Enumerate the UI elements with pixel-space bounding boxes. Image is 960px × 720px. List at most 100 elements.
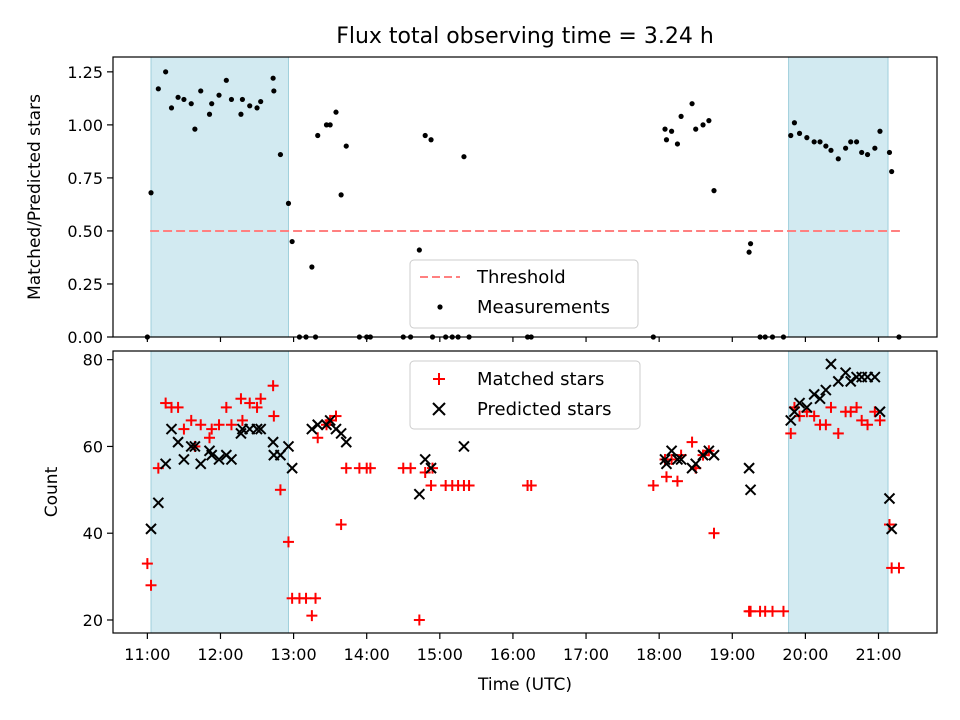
top-y-axis-label: Matched/Predicted stars [25, 94, 45, 300]
matched-star-point [195, 419, 207, 431]
matched-star-point [825, 401, 837, 413]
predicted-star-point [282, 440, 295, 453]
x-tick-label: 20:00 [782, 645, 828, 664]
predicted-star-point [225, 453, 238, 466]
measurement-point [811, 139, 817, 145]
matched-star-point [225, 419, 237, 431]
legend-measurements-icon [437, 304, 443, 310]
matched-star-point [282, 536, 294, 548]
chart-title: Flux total observing time = 3.24 h [336, 24, 714, 49]
measurement-point [877, 128, 883, 134]
measurement-point [706, 118, 712, 124]
measurement-point [663, 137, 670, 143]
predicted-star-point [172, 436, 184, 448]
predicted-star-point [267, 436, 279, 448]
matched-star-point [893, 562, 905, 574]
matched-star-point [235, 393, 247, 405]
measurement-point [216, 92, 222, 98]
measurement-point [711, 188, 717, 194]
predicted-star-point [845, 375, 857, 388]
measurement-point [289, 238, 295, 245]
matched-star-point [145, 579, 157, 591]
measurement-point [192, 126, 198, 132]
matched-star-point [141, 558, 153, 570]
x-tick-label: 15:00 [417, 645, 463, 664]
predicted-star-point [413, 488, 426, 500]
predicted-star-point [213, 453, 225, 466]
matched-star-point [869, 406, 881, 418]
legend-measurements-label: Measurements [477, 297, 610, 318]
matched-star-point [236, 414, 248, 426]
predicted-star-point [671, 453, 684, 466]
predicted-star-point [185, 440, 197, 453]
predicted-star-point [286, 462, 298, 474]
measurement-point [422, 132, 428, 139]
predicted-star-point [885, 523, 898, 535]
measurement-point [428, 137, 434, 143]
top-y-tick-label: 0.00 [67, 328, 103, 347]
predicted-star-point [340, 436, 352, 448]
shaded-interval-bottom-1 [788, 350, 889, 634]
matched-star-point [660, 471, 672, 483]
matched-star-point [708, 527, 720, 539]
matched-star-point [820, 419, 832, 431]
x-tick-label: 21:00 [855, 645, 901, 664]
bottom-y-axis-label: Count [42, 466, 62, 517]
predicted-star-point [744, 484, 757, 496]
matched-star-point [525, 479, 537, 491]
matched-star-point [785, 427, 797, 439]
matched-star-point [274, 484, 286, 496]
bottom-panel: 20 40 60 80 11:00 12:00 13:00 14:00 15:00 16:00 1… [42, 350, 938, 695]
x-tick-label: 13:00 [271, 645, 317, 664]
top-y-tick-label: 0.25 [67, 275, 103, 294]
matched-star-point [777, 605, 789, 617]
matched-star-point [364, 462, 376, 474]
predicted-star-point [814, 393, 826, 405]
matched-star-point [206, 423, 218, 435]
x-tick-label: 14:00 [344, 645, 390, 664]
predicted-star-point [425, 462, 437, 474]
measurement-point [746, 249, 752, 255]
matched-star-point [647, 479, 659, 491]
shaded-interval-bottom-0 [150, 350, 289, 634]
measurement-point [788, 132, 794, 139]
measurement-point [238, 111, 244, 117]
matched-star-point [419, 466, 431, 478]
predicted-star-point [324, 414, 336, 427]
predicted-star-point [808, 388, 820, 401]
predicted-star-point [205, 449, 218, 461]
measurement-point [223, 77, 229, 83]
predicted-star-point [312, 419, 324, 431]
bottom-y-tick-label: 20 [83, 611, 103, 630]
legend-matched-label: Matched stars [477, 369, 604, 390]
predicted-star-point [159, 458, 172, 470]
matched-star-point [845, 406, 857, 418]
matched-star-point [766, 605, 778, 617]
predicted-star-point [820, 384, 832, 396]
matched-star-point [425, 479, 437, 491]
matched-star-point [862, 419, 874, 431]
measurement-point [461, 154, 467, 160]
predicted-star-point [708, 449, 720, 461]
matched-star-point [883, 519, 895, 531]
x-tick-label: 18:00 [636, 645, 682, 664]
measurement-point [309, 264, 315, 270]
measurement-point [323, 122, 330, 128]
predicted-star-point [788, 406, 801, 418]
x-axis-label: Time (UTC) [477, 675, 572, 695]
matched-star-point [330, 410, 342, 422]
measurement-point [327, 122, 333, 128]
measurement-point [258, 98, 264, 105]
predicted-star-point [660, 458, 673, 470]
measurement-point [662, 126, 668, 132]
measurement-point [689, 101, 695, 107]
x-tick-label: 16:00 [490, 645, 536, 664]
predicted-star-point [839, 366, 852, 379]
bottom-legend: Matched stars Predicted stars [409, 360, 641, 430]
matched-star-point [213, 419, 225, 431]
matched-star-point [160, 397, 172, 409]
matched-star-point [178, 423, 190, 435]
measurement-point [791, 120, 798, 126]
bottom-y-tick-label: 60 [83, 437, 103, 456]
measurement-point [848, 139, 854, 145]
